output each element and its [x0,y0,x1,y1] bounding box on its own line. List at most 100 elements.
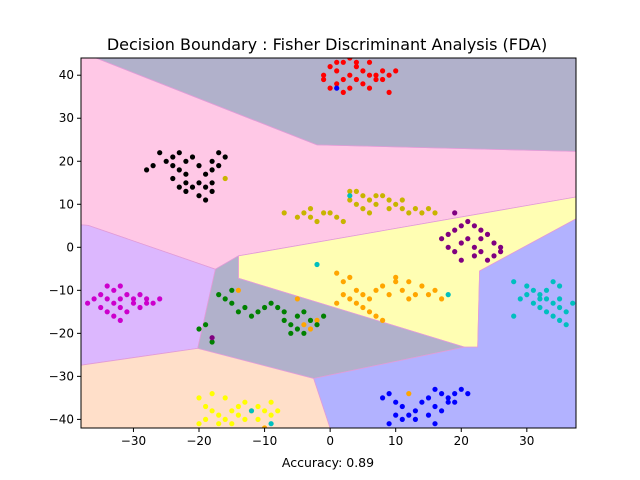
data-point-olive [412,206,418,212]
data-point-orange [412,292,418,298]
data-point-red [321,72,327,78]
data-point-orange [353,287,359,293]
data-point-cyan [550,300,556,306]
data-point-green [294,313,300,319]
data-point-magenta [130,300,137,306]
data-point-purple [452,210,458,216]
data-point-green [301,330,307,336]
data-point-red [380,68,386,74]
data-point-stray [209,335,215,341]
data-point-purple [478,227,484,233]
data-point-red [366,85,373,91]
data-point-olive [294,214,300,220]
data-point-magenta [111,300,117,306]
data-point-orange [373,313,379,319]
data-point-black [209,167,215,173]
data-point-red [393,68,399,74]
data-point-red [366,59,373,65]
data-point-stray [334,85,340,91]
data-point-cyan [543,287,550,293]
data-point-cyan [543,296,550,302]
y-tick-label: 40 [59,68,74,82]
data-point-green [294,326,300,332]
data-point-black [183,188,189,194]
data-point-magenta [104,283,110,289]
data-point-black [170,154,176,160]
data-point-olive [373,201,379,207]
data-point-black [183,171,189,177]
data-point-stray [314,261,320,268]
data-point-purple [452,227,458,233]
data-point-magenta [117,296,123,302]
data-point-olive [386,206,392,212]
data-point-cyan [543,309,550,315]
data-point-cyan [557,317,563,323]
data-point-magenta [137,292,143,298]
data-point-magenta [144,300,150,306]
data-point-olive [366,210,373,216]
data-point-yellow [275,408,281,414]
data-point-green [321,313,327,319]
data-point-cyan [550,279,556,285]
data-point-red [386,72,392,78]
data-point-cyan [537,304,543,311]
data-point-olive [281,210,287,216]
data-point-yellow [222,395,228,401]
data-point-purple [471,253,477,259]
data-point-cyan [557,283,563,289]
data-point-orange [334,300,340,306]
decision-region-red [95,58,576,152]
data-point-yellow [209,408,215,414]
y-tick-label: 10 [59,197,74,211]
data-point-olive [334,214,340,220]
data-point-yellow [255,416,261,422]
data-point-purple [458,240,464,246]
data-point-yellow [262,408,268,414]
data-point-orange [340,279,346,285]
data-point-blue [412,416,418,422]
data-point-black [189,184,196,190]
data-point-orange [334,270,340,276]
data-point-stray [406,391,412,397]
data-point-blue [393,399,399,405]
data-point-red [334,81,340,87]
data-point-orange [314,317,320,323]
data-point-yellow [268,399,274,405]
data-point-magenta [124,309,130,315]
data-point-orange [366,296,373,302]
data-point-blue [386,391,392,397]
x-tick-label: 0 [326,434,334,448]
data-point-green [229,300,235,306]
data-point-orange [439,296,445,302]
data-point-red [353,59,359,65]
data-point-yellow [255,403,261,410]
data-point-green [301,309,307,315]
data-point-olive [393,201,399,207]
x-tick-label: −20 [186,434,211,448]
data-point-orange [353,300,359,306]
data-point-blue [399,403,405,410]
data-point-green [255,309,261,315]
data-point-olive [307,214,314,220]
data-point-black [203,171,209,177]
data-point-cyan [511,313,517,319]
data-point-yellow [203,416,209,422]
plot-content [81,58,576,428]
data-point-purple [452,249,458,255]
data-point-red [340,76,346,83]
data-point-cyan [530,300,537,306]
data-point-green [288,330,294,336]
data-point-red [347,85,353,91]
data-point-orange [393,279,399,285]
data-point-purple [498,244,504,250]
data-point-black [196,193,202,199]
data-point-red [386,89,392,95]
data-point-black [170,175,176,182]
data-point-olive [347,188,353,194]
x-tick-label: 30 [519,434,534,448]
data-point-blue [386,421,392,427]
data-point-orange [373,287,379,293]
data-point-stray [262,425,268,428]
data-point-blue [432,421,438,427]
